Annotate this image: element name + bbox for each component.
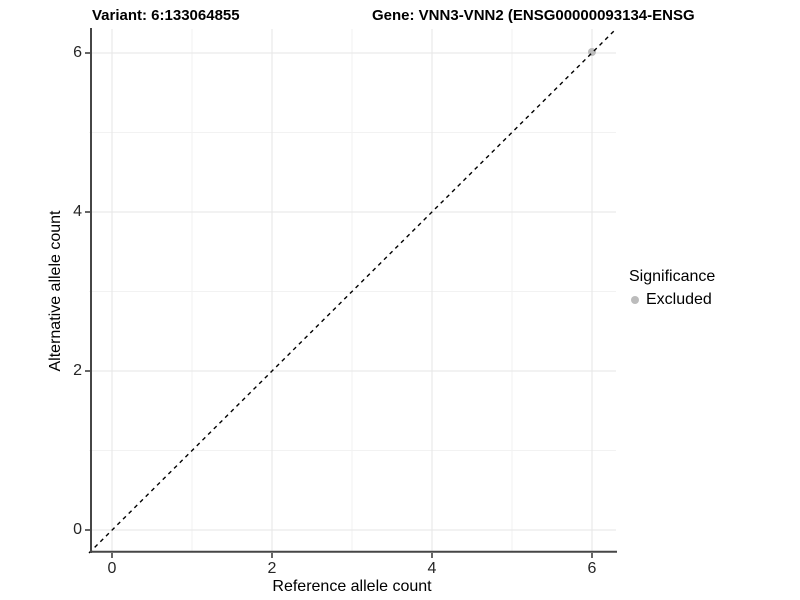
y-axis-title: Alternative allele count bbox=[47, 210, 64, 372]
x-tick-label-2: 2 bbox=[267, 560, 277, 577]
x-tick-label-4: 4 bbox=[427, 560, 437, 577]
gene-title: Gene: VNN3-VNN2 (ENSG00000093134-ENSG bbox=[372, 7, 695, 24]
variant-title: Variant: 6:133064855 bbox=[92, 7, 240, 24]
axis-lines bbox=[90, 28, 617, 553]
grid-major bbox=[89, 29, 616, 552]
x-tick-label-0: 0 bbox=[107, 560, 117, 577]
y-tick-label-4: 4 bbox=[73, 203, 82, 220]
identity-abline bbox=[88, 28, 617, 554]
legend-key-dot-icon bbox=[631, 296, 639, 304]
legend-item-label: Excluded bbox=[646, 291, 712, 308]
y-tick-label-6: 6 bbox=[73, 44, 82, 61]
x-tick-label-6: 6 bbox=[587, 560, 597, 577]
x-axis-title: Reference allele count bbox=[272, 578, 432, 595]
tick-marks bbox=[85, 52, 593, 558]
legend-title: Significance bbox=[629, 268, 716, 285]
y-tick-label-2: 2 bbox=[73, 362, 82, 379]
y-tick-label-0: 0 bbox=[73, 521, 82, 538]
legend-item-excluded: Excluded bbox=[629, 291, 712, 309]
